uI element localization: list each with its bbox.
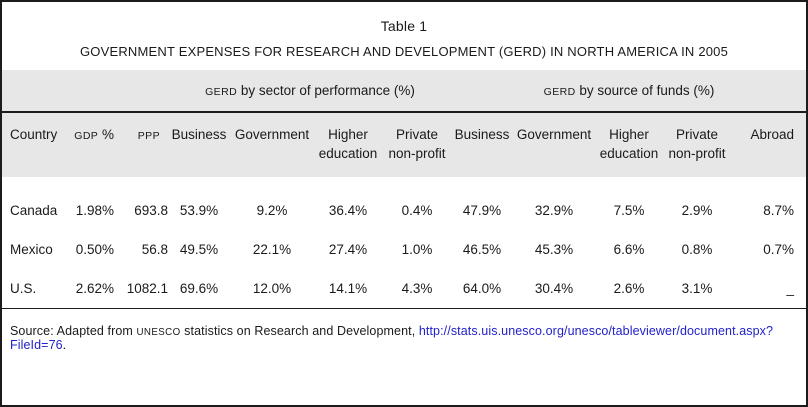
table-cell: 0.50%	[75, 242, 114, 257]
row-label: Canada	[10, 203, 58, 218]
column-header-gdp: GDP %	[64, 112, 120, 177]
table-cell: 12.0%	[252, 281, 292, 296]
gdp-acronym: GDP	[74, 130, 99, 142]
table-cell: 9.2%	[256, 203, 288, 218]
table-subtitle: GOVERNMENT EXPENSES FOR RESEARCH AND DEV…	[79, 44, 729, 59]
table-cell: 64.0%	[462, 281, 502, 296]
header-line2: non-profit	[388, 146, 446, 161]
group-header-performance: GERD by sector of performance (%)	[168, 70, 452, 113]
table-cell: 6.6%	[613, 242, 645, 257]
column-header-business-funds: Business	[452, 112, 512, 177]
column-header-higher-education-performance: Higher education	[314, 112, 382, 177]
table-cell: 27.4%	[328, 242, 368, 257]
table-cell: 56.8	[141, 242, 168, 257]
gdp-unit: %	[98, 127, 114, 142]
header-line2: education	[599, 146, 659, 161]
spacer-row	[2, 177, 806, 191]
source-note: Source: Adapted from UNESCO statistics o…	[2, 309, 806, 352]
gerd-acronym: GERD	[205, 86, 238, 98]
table-cell: 47.9%	[462, 203, 502, 218]
table-cell: 30.4%	[534, 281, 574, 296]
table-cell: 14.1%	[328, 281, 368, 296]
table-cell: 1082.1	[126, 281, 168, 296]
table-cell: 2.9%	[681, 203, 713, 218]
table-cell: 0.8%	[681, 242, 713, 257]
source-link[interactable]: http://stats.uis.unesco.org/unesco/table…	[10, 324, 774, 352]
column-header-government-funds: Government	[512, 112, 596, 177]
column-header-row: Country GDP % PPP Business Government Hi…	[2, 112, 806, 177]
table-cell: 693.8	[134, 203, 168, 218]
title-block: Table 1 GOVERNMENT EXPENSES FOR RESEARCH…	[2, 2, 806, 70]
header-line2: non-profit	[668, 146, 726, 161]
table-cell: 49.5%	[179, 242, 219, 257]
table-cell: 53.9%	[179, 203, 219, 218]
row-label: Mexico	[10, 242, 53, 257]
table-row-canada: Canada 1.98% 693.8 53.9% 9.2% 36.4% 0.4%…	[2, 191, 806, 230]
unesco-acronym: UNESCO	[136, 327, 181, 338]
source-note-text: statistics on Research and Development,	[180, 324, 419, 338]
header-line1: Private	[675, 127, 719, 142]
group-header-funds: GERD by source of funds (%)	[452, 70, 806, 113]
column-header-abroad: Abroad	[732, 112, 806, 177]
table-cell: _	[786, 281, 795, 296]
header-line1: Higher	[328, 127, 368, 142]
header-line1: Higher	[609, 127, 649, 142]
table-cell: 7.5%	[613, 203, 645, 218]
table-cell: 0.7%	[763, 242, 795, 257]
table-cell: 4.3%	[401, 281, 433, 296]
group-header-funds-text: by source of funds (%)	[575, 83, 715, 98]
column-header-ppp: PPP	[120, 112, 168, 177]
column-header-government-performance: Government	[230, 112, 314, 177]
ppp-acronym: PPP	[137, 130, 160, 142]
table-cell: 45.3%	[534, 242, 574, 257]
table-cell: 1.98%	[75, 203, 114, 218]
group-header-row: GERD by sector of performance (%) GERD b…	[2, 70, 806, 113]
table-cell: 32.9%	[534, 203, 574, 218]
column-header-higher-education-funds: Higher education	[596, 112, 662, 177]
column-header-private-nonprofit-performance: Private non-profit	[382, 112, 452, 177]
header-line1: Private	[395, 127, 439, 142]
column-header-business-performance: Business	[168, 112, 230, 177]
group-header-spacer	[2, 70, 168, 113]
table-cell: 2.6%	[613, 281, 645, 296]
table-cell: 8.7%	[763, 203, 795, 218]
table-cell: 22.1%	[252, 242, 292, 257]
source-note-text: .	[62, 338, 67, 352]
table-row-mexico: Mexico 0.50% 56.8 49.5% 22.1% 27.4% 1.0%…	[2, 230, 806, 269]
gerd-table: GERD by sector of performance (%) GERD b…	[2, 70, 806, 308]
column-header-private-nonprofit-funds: Private non-profit	[662, 112, 732, 177]
gerd-acronym: GERD	[543, 86, 576, 98]
table-cell: 69.6%	[179, 281, 219, 296]
header-line2: education	[318, 146, 378, 161]
table-cell: 1.0%	[401, 242, 433, 257]
table-row-us: U.S. 2.62% 1082.1 69.6% 12.0% 14.1% 4.3%…	[2, 269, 806, 308]
table-cell: 46.5%	[462, 242, 502, 257]
group-header-performance-text: by sector of performance (%)	[237, 83, 415, 98]
table-cell: 3.1%	[681, 281, 713, 296]
table-title: Table 1	[380, 18, 428, 34]
row-label: U.S.	[10, 281, 37, 296]
column-header-country: Country	[2, 112, 64, 177]
source-note-text: Source: Adapted from	[10, 324, 137, 338]
table-cell: 36.4%	[328, 203, 368, 218]
table-cell: 2.62%	[75, 281, 114, 296]
footer-divider	[2, 308, 806, 309]
table-cell: 0.4%	[401, 203, 433, 218]
